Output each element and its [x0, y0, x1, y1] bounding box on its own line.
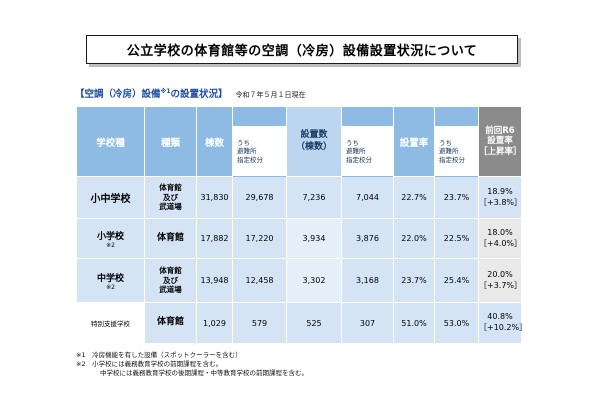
header-installed: 設置数 （棟数）: [286, 106, 342, 177]
row-installed: 3,934: [286, 218, 342, 259]
row-buildings: 17,882: [196, 218, 233, 259]
page-title-text: 公立学校の体育館等の空調（冷房）設備設置状況について: [126, 44, 478, 59]
row-kind: 体育館 及び 武道場: [144, 176, 197, 219]
row-school-note: ※2: [106, 241, 115, 249]
row-prev-rate: 20.0%: [487, 269, 513, 279]
row-prev-increase: ［+3.8%］: [479, 197, 523, 207]
footnote-3: 中学校には義務教育学校の後期課程・中等教育学校の前期課程を含む。: [100, 369, 308, 378]
table-row: 小学校 ※2 体育館 17,882 17,220 3,934 3,876 22.0…: [76, 218, 523, 259]
footnote-1: ※1 冷房機能を有した設備（スポットクーラーを含む）: [76, 351, 242, 359]
header-school-type: 学校種: [76, 106, 145, 177]
header-rate-spacer: [434, 106, 479, 127]
row-school-text: 特別支援学校: [91, 320, 130, 328]
row-installed-shelter: 7,044: [341, 176, 394, 219]
row-kind: 体育館: [144, 302, 197, 344]
row-prev-increase: ［+3.7%］: [479, 280, 523, 290]
row-buildings: 13,948: [196, 258, 233, 303]
table-row: 特別支援学校 体育館 1,029 579 525 307 51.0% 53.0%…: [76, 302, 528, 344]
row-school-note: ※2: [106, 283, 115, 291]
table-row: 中学校 ※2 体育館 及び 武道場 13,948 12,458 3,302 3,1…: [76, 258, 523, 303]
header-installed-shelter: うち 避難所 指定校分: [341, 126, 394, 177]
row-school-text: 小中学校: [90, 194, 131, 205]
row-prev-rate: 18.9%: [487, 186, 513, 196]
subtitle-main: 【空調（冷房）設備※1の設置状況】: [75, 86, 228, 100]
header-buildings-shelter: うち 避難所 指定校分: [232, 126, 287, 177]
row-kind: 体育館: [144, 218, 197, 259]
section-subtitle: 【空調（冷房）設備※1の設置状況】 令和７年５月１日現在: [75, 86, 306, 100]
row-prev-increase: ［+10.2%］: [479, 323, 528, 332]
row-rate-shelter: 53.0%: [434, 302, 479, 344]
row-installed-shelter: 3,168: [341, 258, 394, 303]
subtitle-note-mark: ※1: [160, 87, 171, 95]
row-installed: 3,302: [286, 258, 342, 303]
row-rate-shelter: 25.4%: [434, 258, 479, 303]
row-school-text: 小学校: [96, 231, 124, 242]
row-installed: 7,236: [286, 176, 342, 219]
installation-table-grid: 学校種 種類 棟数 設置数 （棟数） 設置率 前回R6 設置率 ［上昇率］ うち…: [76, 106, 528, 344]
header-buildings: 棟数: [196, 106, 233, 177]
as-of-date: 令和７年５月１日現在: [235, 91, 306, 99]
row-prev-rate: 18.0%: [487, 227, 513, 237]
header-rate-shelter: うち 避難所 指定校分: [434, 126, 479, 177]
row-rate-shelter: 23.7%: [434, 176, 479, 219]
row-prev: 40.8% ［+10.2%］: [478, 302, 528, 344]
row-installed: 525: [286, 302, 342, 344]
row-school: 中学校 ※2: [76, 258, 145, 303]
header-kind: 種類: [144, 106, 197, 177]
row-rate: 51.0%: [393, 302, 435, 344]
row-buildings-shelter: 17,220: [232, 218, 287, 259]
page-title: 公立学校の体育館等の空調（冷房）設備設置状況について: [86, 35, 518, 64]
row-buildings: 31,830: [196, 176, 233, 219]
header-previous: 前回R6 設置率 ［上昇率］: [478, 106, 522, 177]
row-buildings-shelter: 29,678: [232, 176, 287, 219]
row-rate: 22.7%: [393, 176, 435, 219]
header-rate: 設置率: [393, 106, 435, 177]
row-buildings-shelter: 12,458: [232, 258, 287, 303]
row-kind: 体育館 及び 武道場: [144, 258, 197, 303]
installation-table: 学校種 種類 棟数 設置数 （棟数） 設置率 前回R6 設置率 ［上昇率］ うち…: [76, 106, 528, 344]
row-prev: 18.0% ［+4.0%］: [478, 218, 523, 259]
row-school-text: 中学校: [96, 273, 124, 284]
row-prev: 20.0% ［+3.7%］: [478, 258, 523, 303]
table-row: 小中学校 体育館 及び 武道場 31,830 29,678 7,236 7,04…: [76, 176, 523, 219]
footnote-2: ※2 小学校には義務教育学校の前期課程を含む。: [76, 360, 223, 369]
subtitle-main-text: 【空調（冷房）設備: [75, 89, 161, 100]
subtitle-main-end: の設置状況】: [170, 89, 228, 100]
row-school: 特別支援学校: [76, 302, 145, 344]
row-buildings-shelter: 579: [232, 302, 287, 344]
row-rate-shelter: 22.5%: [434, 218, 479, 259]
row-rate: 23.7%: [393, 258, 435, 303]
header-buildings-spacer: [232, 106, 287, 127]
row-prev-increase: ［+4.0%］: [479, 238, 523, 248]
row-buildings: 1,029: [196, 302, 233, 344]
row-installed-shelter: 307: [341, 302, 394, 344]
header-installed-spacer: [341, 106, 394, 127]
row-installed-shelter: 3,876: [341, 218, 394, 259]
row-school: 小中学校: [76, 176, 145, 219]
row-prev-rate: 40.8%: [487, 312, 513, 322]
row-prev: 18.9% ［+3.8%］: [478, 176, 523, 219]
footnotes: ※1 冷房機能を有した設備（スポットクーラーを含む） ※2 小学校には義務教育学…: [76, 351, 308, 378]
row-school: 小学校 ※2: [76, 218, 145, 259]
row-rate: 22.0%: [393, 218, 435, 259]
